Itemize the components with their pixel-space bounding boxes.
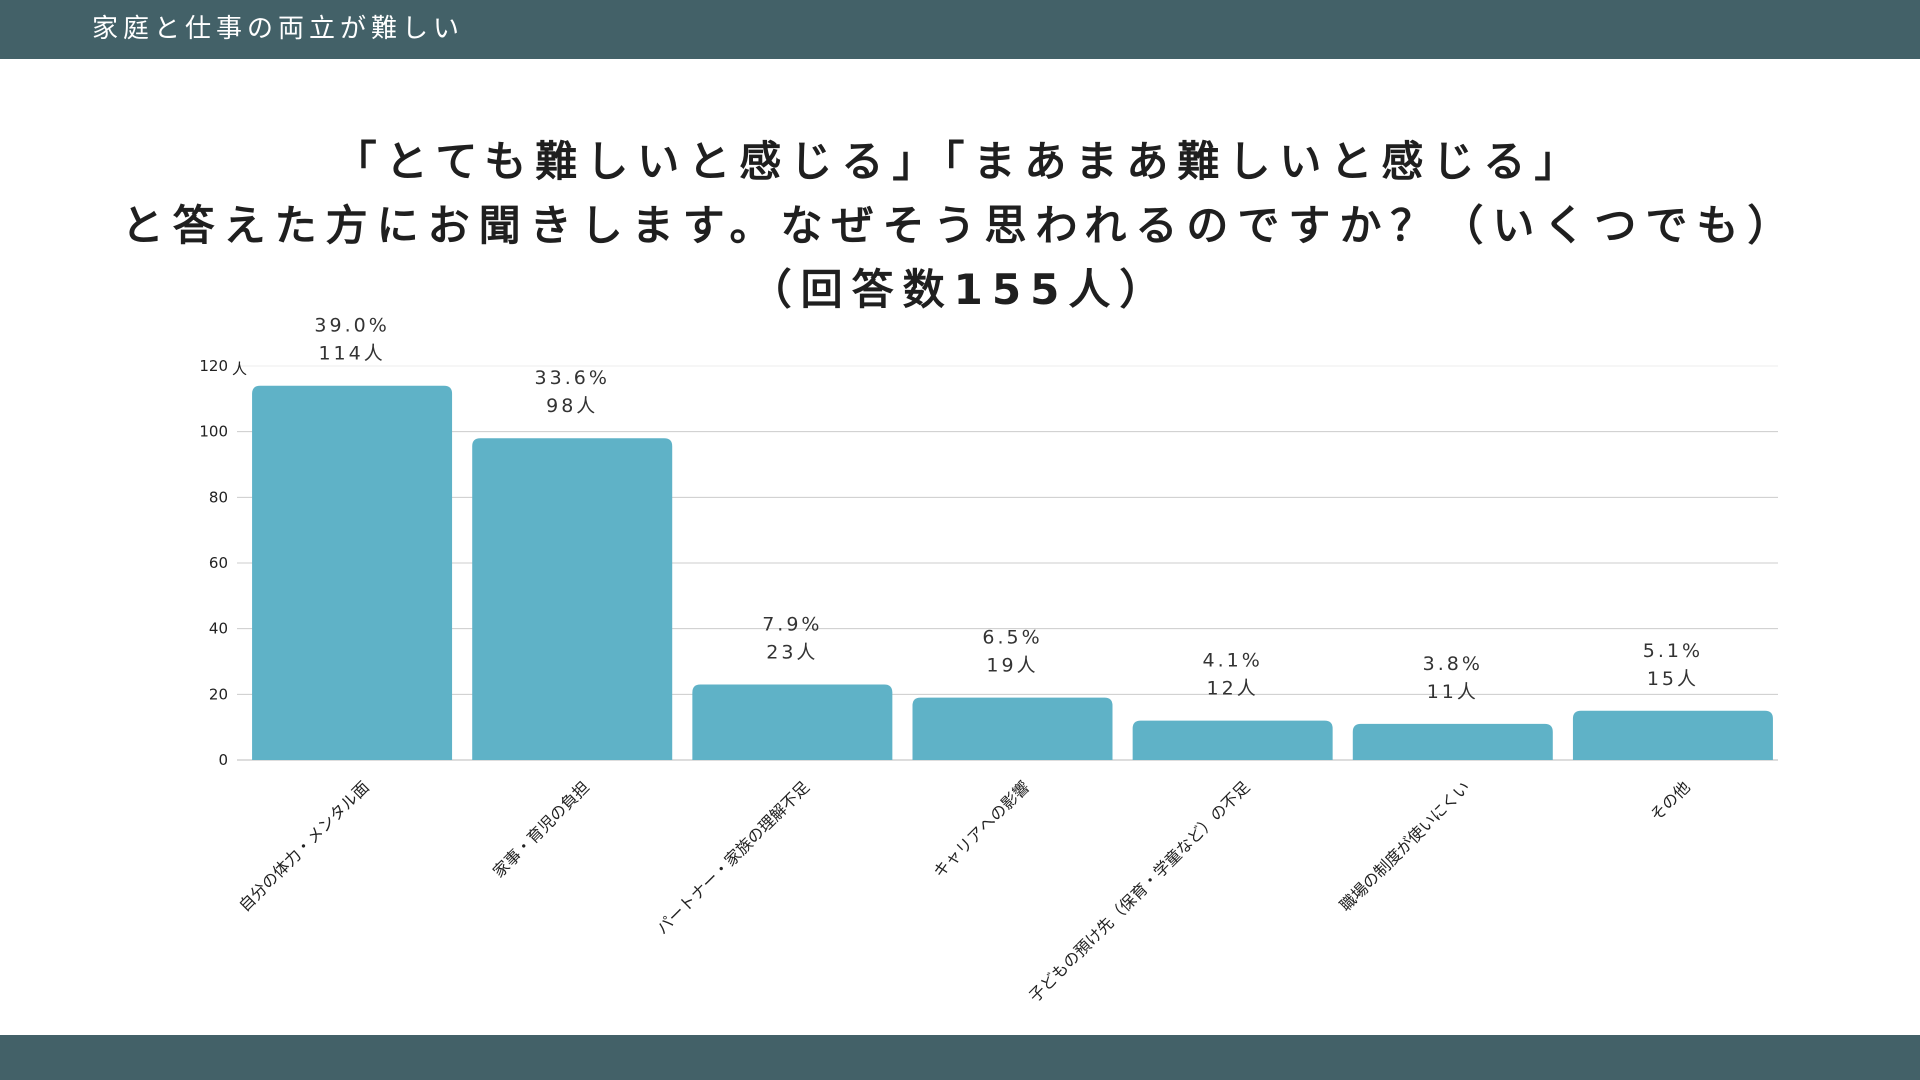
y-tick-label: 20 [209,685,228,703]
bar [252,385,453,760]
y-tick-label: 0 [218,751,228,769]
page-title: 家庭と仕事の両立が難しい [92,14,465,44]
y-tick-label: 60 [209,554,228,572]
bar [912,697,1113,760]
bar-labels: 39.0% 114人 33.6% 98人 7.9% 23人 6.5% 19人 4.1% 12人 3.… [314,315,1703,703]
y-axis-unit: 人 [232,360,247,378]
bar-count-label: 11人 [1427,681,1479,703]
bar-count-label: 19人 [986,655,1038,677]
footer-bar [0,1035,1920,1080]
bar [1132,720,1333,760]
bar-percent-label: 4.1% [1203,650,1263,672]
question-line-1: 「とても難しいと感じる」「まあまあ難しいと感じる」 [334,137,1586,186]
category-labels: 自分の体力・メンタル面 家事・育児の負担 パートナー・家族の理解不足 キャリアへの影響… [235,777,1694,1005]
bar-count-label: 12人 [1207,678,1259,700]
bar-count-label: 98人 [546,395,598,417]
category-label: 家事・育児の負担 [489,777,593,881]
question-line-3: （回答数155人） [749,265,1171,314]
category-label: その他 [1646,777,1693,824]
bar [692,684,893,760]
bar-percent-label: 5.1% [1643,640,1703,662]
y-tick-label: 80 [209,488,228,506]
category-label: 子どもの預け先（保育・学童など）の不足 [1025,777,1253,1005]
bar [1572,710,1773,760]
y-tick-label: 120 [199,357,228,375]
y-tick-label: 40 [209,620,228,638]
category-label: キャリアへの影響 [929,777,1033,881]
category-label: 職場の制度が使いにくい [1336,777,1474,915]
bar-percent-label: 7.9% [762,613,822,635]
bar-percent-label: 6.5% [982,627,1042,649]
bar-percent-label: 3.8% [1423,653,1483,675]
bar-percent-label: 39.0% [314,315,389,337]
bar [1352,723,1553,760]
question-text: 「とても難しいと感じる」「まあまあ難しいと感じる」 と答えた方にお聞きします。な… [0,130,1920,322]
bar-count-label: 15人 [1647,668,1699,690]
bar-chart: 0 20 40 60 80 100 120 人 39.0% 114人 33.6% 98人 7.9% 2… [199,315,1778,1006]
bar [472,438,673,760]
y-tick-label: 100 [199,423,228,441]
bars [252,385,1773,760]
question-line-2: と答えた方にお聞きします。なぜそう思われるのですか？（いくつでも） [121,201,1799,250]
category-label: 自分の体力・メンタル面 [235,777,373,915]
bar-percent-label: 33.6% [535,367,610,389]
category-label: パートナー・家族の理解不足 [653,777,814,938]
header-bar [0,0,1920,59]
bar-count-label: 23人 [766,641,818,663]
y-axis-ticks: 0 20 40 60 80 100 120 [199,357,228,769]
bar-count-label: 114人 [318,343,385,365]
